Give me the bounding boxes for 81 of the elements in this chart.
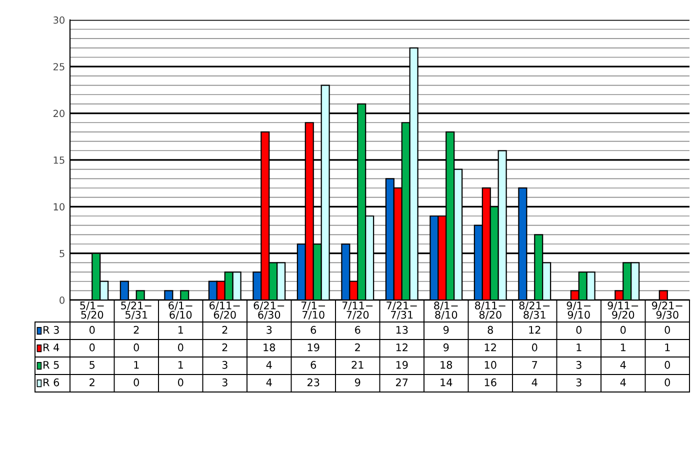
data-label: 0 — [576, 326, 582, 334]
x-tick-label: 9/21− 9/30 — [652, 302, 682, 320]
data-label: 6 — [355, 326, 360, 334]
y-tick-label: 10 — [54, 203, 64, 210]
data-label: 4 — [266, 361, 272, 369]
data-label: 18 — [264, 343, 276, 352]
data-label: 0 — [664, 378, 670, 386]
data-label: 10 — [484, 360, 496, 369]
data-label: 1 — [576, 344, 582, 352]
data-label: 5 — [90, 361, 95, 369]
x-tick-label: 5/21− 5/31 — [121, 302, 152, 320]
data-label: 2 — [222, 326, 228, 334]
data-label: 4 — [620, 361, 626, 369]
data-label: 1 — [134, 361, 139, 369]
legend-label: R 6 — [44, 378, 60, 386]
data-label: 19 — [396, 360, 408, 369]
data-label: 2 — [90, 378, 94, 386]
x-tick-label: 9/1− 9/10 — [566, 302, 591, 320]
data-label: 1 — [665, 344, 670, 352]
x-tick-label: 8/1− 8/10 — [434, 302, 458, 320]
data-label: 13 — [396, 326, 408, 334]
legend-label: R 3 — [44, 326, 59, 334]
legend-label: R 4 — [44, 344, 60, 352]
data-label: 0 — [134, 378, 139, 386]
data-label: 3 — [576, 360, 582, 369]
data-label: 27 — [396, 378, 408, 386]
x-tick-label: 9/11− 9/20 — [608, 302, 638, 320]
x-tick-label: 6/11− 6/20 — [210, 302, 240, 320]
x-tick-label: 8/11− 8/20 — [475, 302, 506, 320]
data-label: 3 — [222, 378, 228, 386]
legend-label: R 5 — [44, 361, 59, 369]
data-label: 1 — [620, 344, 626, 352]
data-label: 0 — [90, 326, 95, 334]
x-tick-label: 7/11− 7/20 — [342, 302, 373, 320]
y-tick-label: 30 — [54, 16, 64, 24]
y-tick-label: 20 — [53, 110, 64, 118]
x-tick-label: 6/1− 6/10 — [168, 302, 192, 320]
x-tick-label: 6/21− 6/30 — [254, 302, 284, 320]
x-tick-label: 7/21− 7/31 — [386, 302, 417, 320]
data-label: 0 — [532, 343, 538, 352]
data-label: 9 — [443, 326, 449, 334]
data-label: 21 — [352, 360, 364, 369]
data-label: 0 — [134, 343, 139, 352]
data-label: 0 — [664, 360, 670, 369]
x-tick-label: 7/1− 7/10 — [301, 302, 326, 320]
data-label: 9 — [354, 378, 360, 386]
x-tick-label: 5/1− 5/20 — [80, 302, 104, 320]
data-label: 3 — [222, 360, 228, 369]
data-label: 19 — [308, 343, 320, 352]
data-label: 1 — [178, 326, 183, 334]
data-label: 3 — [266, 326, 272, 334]
data-label: 4 — [266, 378, 272, 386]
y-tick-label: 15 — [54, 156, 64, 164]
data-label: 12 — [529, 326, 540, 334]
data-label: 4 — [620, 378, 626, 386]
y-tick-label: 5 — [60, 250, 64, 258]
data-label: 16 — [484, 378, 496, 386]
data-label: 6 — [310, 326, 316, 334]
data-label: 7 — [532, 361, 538, 369]
data-label: 8 — [488, 326, 493, 334]
y-tick-label: 25 — [53, 63, 64, 70]
data-label: 0 — [664, 326, 670, 334]
data-label: 1 — [178, 361, 183, 369]
data-label: 2 — [134, 326, 139, 334]
data-label: 3 — [576, 378, 582, 386]
data-label: 2 — [222, 343, 228, 352]
data-label: 0 — [178, 343, 184, 352]
data-label: 0 — [178, 378, 184, 386]
data-label: 12 — [484, 343, 496, 352]
data-label: 23 — [308, 378, 320, 386]
data-label: 9 — [443, 343, 449, 352]
y-tick-label: 0 — [60, 296, 64, 304]
x-tick-label: 8/21− 8/31 — [519, 302, 550, 320]
data-label: 0 — [620, 326, 626, 334]
data-label: 2 — [355, 343, 360, 352]
data-label: 12 — [396, 343, 408, 352]
data-label: 0 — [90, 343, 95, 352]
data-label: 6 — [310, 360, 316, 369]
data-label: 14 — [440, 378, 452, 386]
data-label: 4 — [532, 378, 538, 386]
data-label: 18 — [440, 360, 452, 369]
